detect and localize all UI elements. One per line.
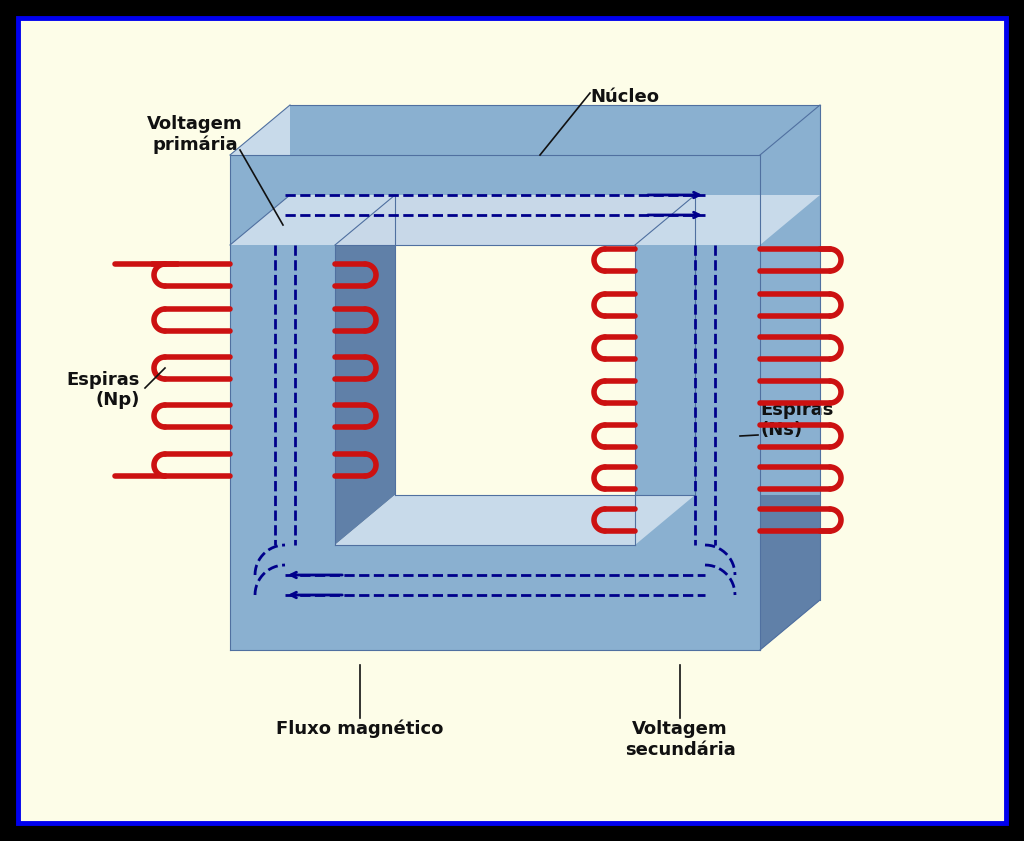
Text: Fluxo magnético: Fluxo magnético [276,720,443,738]
Polygon shape [760,105,820,650]
Text: Voltagem
secundária: Voltagem secundária [625,720,735,759]
Text: Núcleo: Núcleo [590,88,659,106]
Polygon shape [290,105,820,195]
Polygon shape [230,105,820,155]
Polygon shape [695,195,820,495]
Polygon shape [760,495,820,650]
Text: Espiras
(Np): Espiras (Np) [67,371,140,410]
Polygon shape [635,195,820,245]
Polygon shape [230,155,760,245]
Polygon shape [230,545,760,650]
Text: Espiras
(Ns): Espiras (Ns) [760,400,834,439]
Polygon shape [335,495,695,545]
Polygon shape [335,195,395,545]
FancyBboxPatch shape [18,18,1006,823]
Polygon shape [635,245,760,545]
Polygon shape [335,195,695,245]
Polygon shape [230,245,335,545]
Polygon shape [230,195,395,245]
Text: Voltagem
primária: Voltagem primária [147,115,243,155]
Polygon shape [335,495,695,545]
